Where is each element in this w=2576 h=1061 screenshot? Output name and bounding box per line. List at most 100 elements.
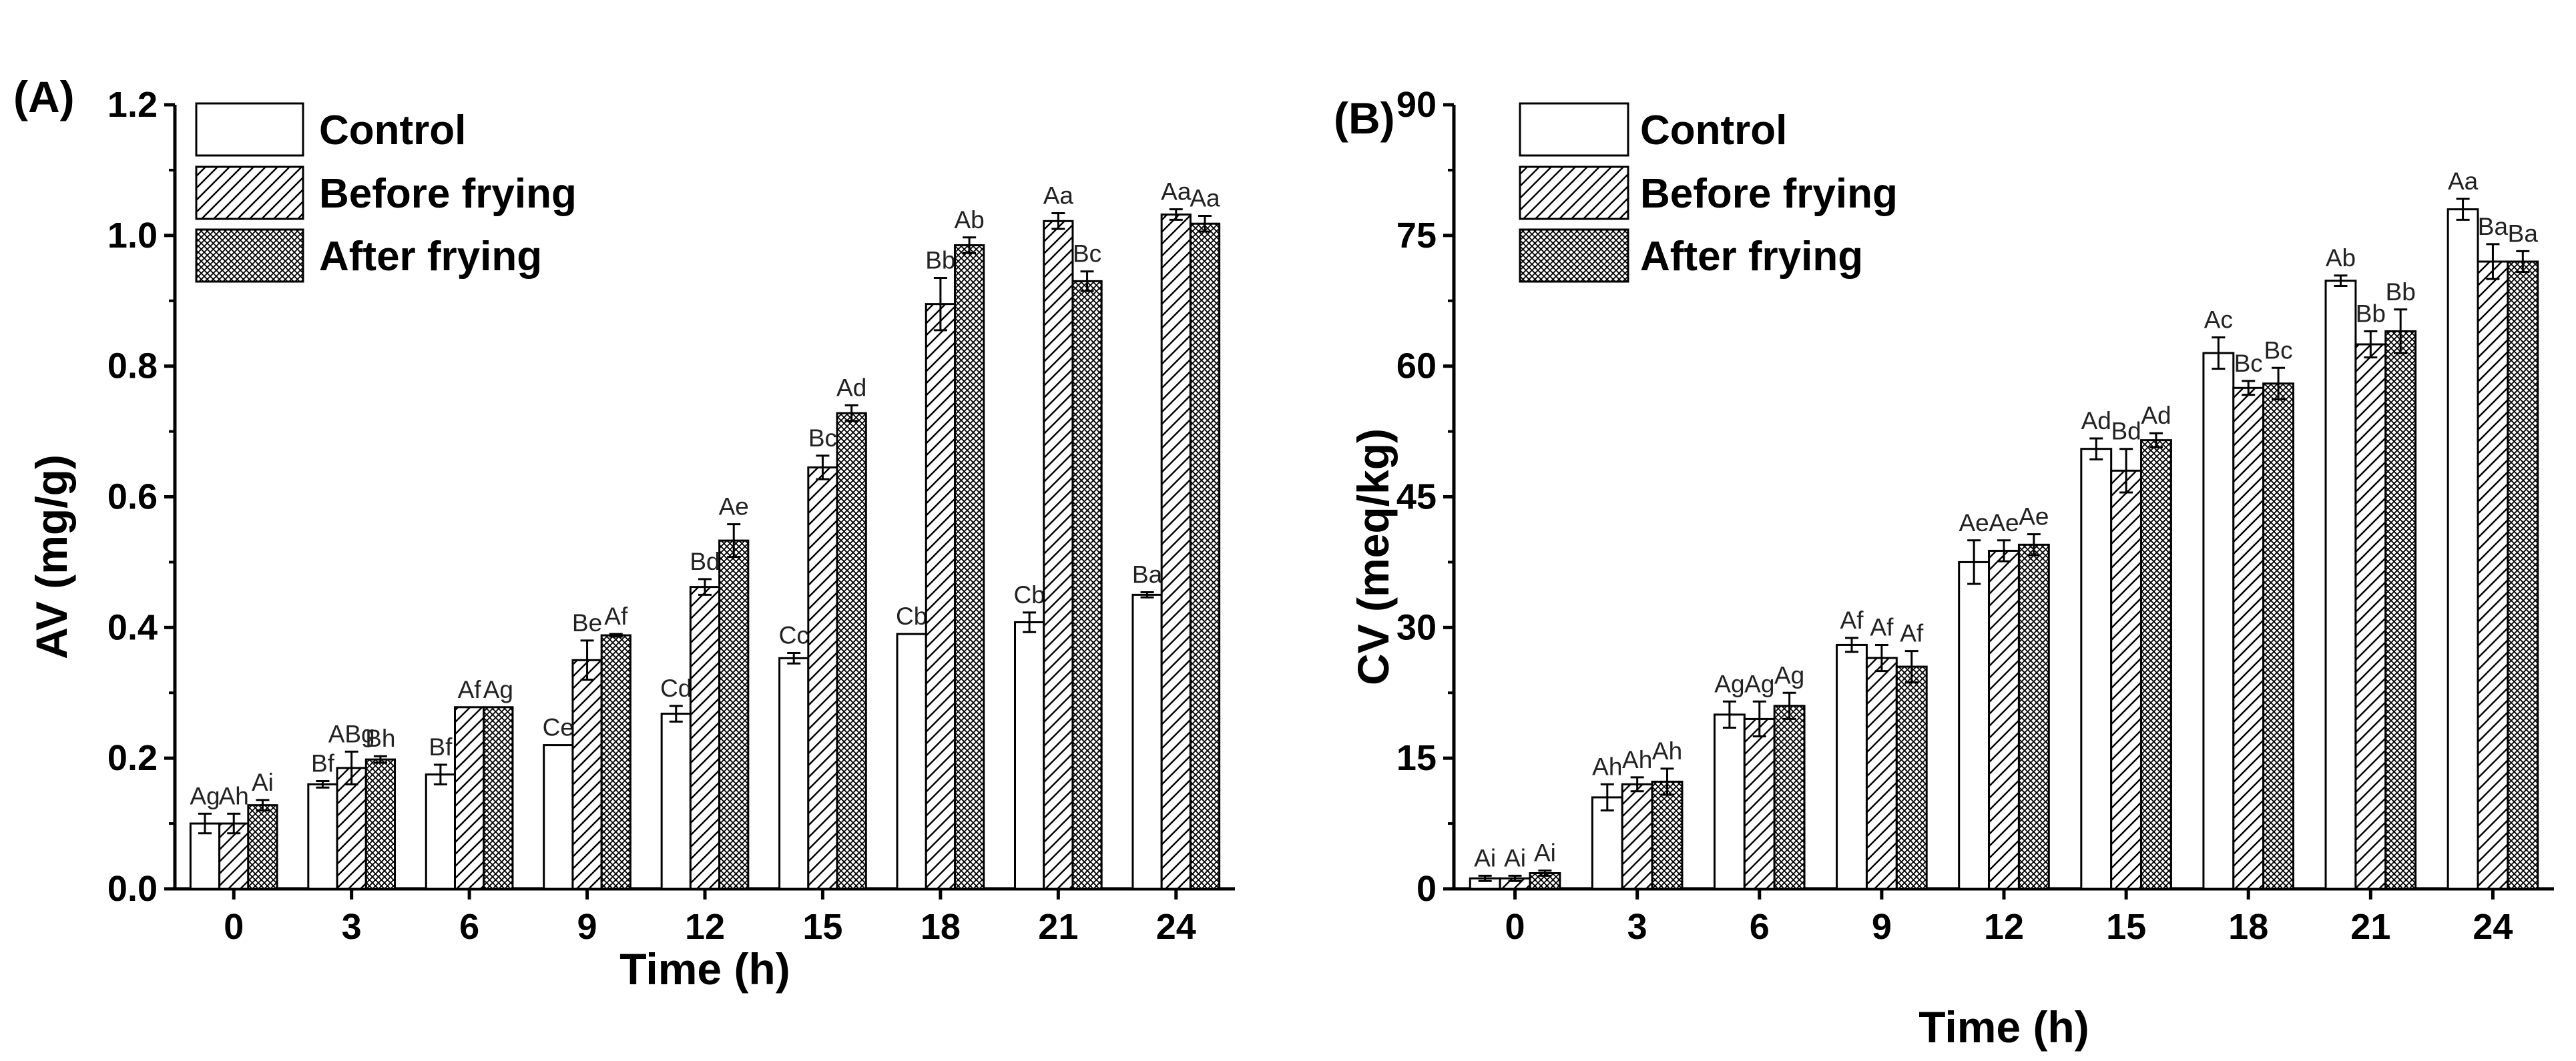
panel-b-legend-swatch-before-frying [1519,165,1629,220]
panel-b-x-tick-label: 9 [1872,907,1892,947]
panel-a-y-tick-label: 0.8 [107,346,158,386]
panel-a-y-axis-title: AV (mg/g) [27,454,76,659]
panel-b-significance-label: Ag [1714,670,1744,697]
panel-b-bar-control [2202,352,2235,890]
panel-b-x-tick-label: 15 [2106,907,2146,947]
panel-b-bar-control [2446,208,2479,890]
panel-a-significance-label: Ae [719,493,749,520]
panel-a-x-tick-label: 6 [459,907,479,947]
panel-a-significance-label: Cb [1013,581,1045,609]
panel-b-significance-label: Ba [2508,220,2539,247]
panel-b-y-tick-label: 0 [1416,869,1437,909]
panel-a-significance-label: Ba [1132,561,1163,588]
panel-b-x-tick-label: 0 [1505,907,1525,947]
panel-a-bar-control [307,783,338,890]
panel-b-bar-before-frying [2232,386,2265,890]
panel-a-significance-label: Af [604,603,628,630]
panel-a-bar-before-frying [689,586,721,890]
panel-a-significance-label: Ab [954,206,984,234]
panel-a-significance-label: ABg [328,720,375,747]
panel-a-y-tick-label: 0.4 [107,607,158,647]
panel-a-bar-before-frying [336,767,367,890]
panel-b-significance-label: Ah [1652,737,1682,765]
panel-b-legend: Control Before frying After frying [1519,102,1898,283]
panel-a-significance-label: Bf [429,733,453,761]
panel-b-significance-label: Ah [1622,746,1652,773]
panel-a-x-tick-label: 15 [802,907,842,947]
panel-a-significance-label: Aa [1043,182,1074,210]
panel-a-bar-control [543,744,574,890]
panel-a-bar-before-frying [571,659,603,890]
panel-b-legend-swatch-after-frying [1519,228,1629,283]
panel-a-x-tick-label: 0 [224,907,244,947]
panel-a-bar-control [189,822,221,890]
panel-b-significance-label: Af [1870,613,1894,641]
panel-b-x-tick-label: 3 [1627,907,1647,947]
panel-a-significance-label: Aa [1161,178,1192,206]
panel-b-legend-label-after-frying: After frying [1640,234,1863,280]
panel-b-legend-label-before-frying: Before frying [1640,171,1898,217]
panel-b-bar-after-frying [2262,382,2295,890]
panel-b-significance-label: Bb [2386,278,2416,306]
panel-b-significance-label: Ae [1959,509,1989,537]
panel-b-significance-label: Ba [2478,213,2509,240]
panel-b-significance-label: Ai [1504,844,1526,871]
panel-a-bar-control [778,657,810,890]
panel-a-y-tick-label: 0.0 [107,869,158,909]
panel-b-bar-control [1836,643,1868,890]
panel-a-bar-after-frying [247,804,278,890]
panel-a-significance-label: Bb [925,246,955,274]
panel-b-label: (B) [1334,93,1395,143]
panel-b-significance-label: Ah [1592,753,1622,780]
panel-a-significance-label: Bf [311,749,335,777]
panel-a-significance-label: Bd [690,548,720,575]
panel-b-legend-swatch-control [1519,102,1629,157]
panel-b-significance-label: Af [1900,620,1924,647]
panel-b-y-tick-label: 75 [1396,216,1437,256]
panel-a-legend-label-control: Control [319,107,466,153]
panel-a-label: (A) [13,72,75,121]
panel-b-significance-label: Ai [1534,839,1556,867]
panel-b-y-tick-label: 15 [1396,738,1437,778]
panel-b-x-tick-label: 6 [1750,907,1770,947]
panel-b-significance-label: Ag [1774,661,1804,689]
panel-a-significance-label: Cb [896,603,927,630]
panel-b-bar-control [2080,448,2113,890]
panel-a-x-tick-label: 12 [685,907,725,947]
panel-a-legend-label-before-frying: Before frying [319,171,577,217]
panel-a-bar-after-frying [1071,280,1103,890]
panel-b-x-tick-label: 21 [2350,907,2390,947]
panel-a-significance-label: Cd [660,675,692,702]
panel-b-bar-after-frying [1773,705,1806,890]
panel-a-legend-label-after-frying: After frying [319,234,542,280]
panel-b-significance-label: Af [1840,607,1864,634]
panel-a-significance-label: Bc [808,424,837,452]
panel-b-significance-label: Ad [2081,407,2111,434]
panel-a-y-tick-label: 0.6 [107,477,158,517]
panel-a-significance-label: Ad [836,374,866,401]
panel-a-significance-label: Ce [543,714,574,741]
panel-b-bar-before-frying [1865,657,1898,890]
panel-a-y-tick-label: 0.2 [107,738,158,778]
panel-b-bar-before-frying [2354,343,2387,890]
panel-a-bar-before-frying [1043,220,1074,890]
panel-b-significance-label: Bc [2264,336,2292,364]
panel-a-significance-label: Ag [483,676,513,703]
panel-a-bar-after-frying [483,706,514,890]
panel-b-bar-before-frying [2110,469,2143,890]
panel-a-bar-before-frying [218,822,250,890]
panel-a-significance-label: Af [458,676,482,703]
panel-b-y-tick-label: 60 [1396,346,1437,386]
panel-b-y-tick-label: 90 [1396,85,1437,125]
panel-a-x-tick-label: 9 [577,907,597,947]
panel-a-bar-after-frying [1189,222,1221,890]
panel-b-bar-after-frying [2140,439,2172,890]
panel-b-significance-label: Ac [2204,306,2233,334]
panel-a-significance-label: Bh [365,725,395,752]
panel-b-significance-label: Ag [1744,670,1774,697]
panel-a-y-tick-label: 1.2 [107,85,158,125]
panel-b-significance-label: Ai [1474,844,1496,871]
panel-a-significance-label: Ai [252,769,274,796]
